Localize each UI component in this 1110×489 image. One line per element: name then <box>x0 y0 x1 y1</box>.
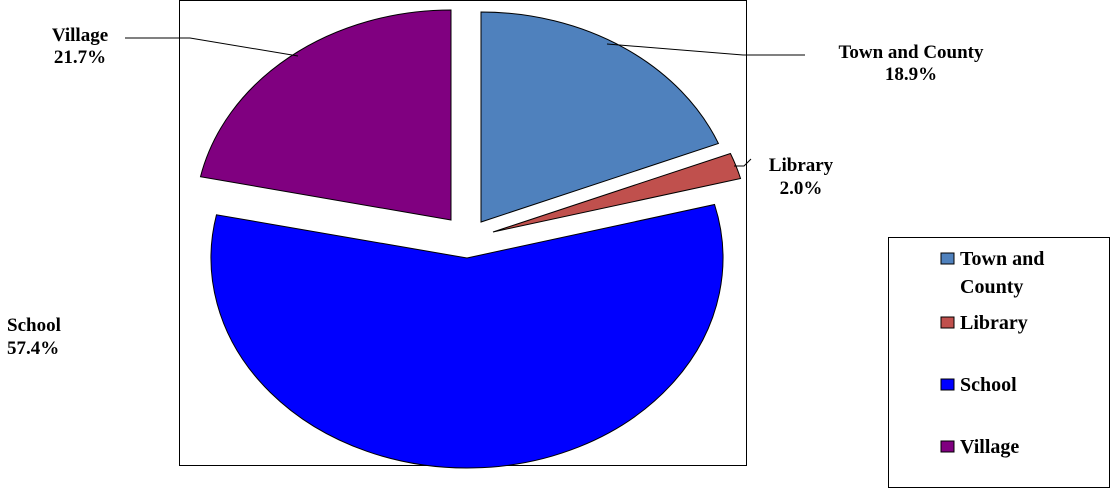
legend-label-library: Library <box>960 312 1028 334</box>
legend: Town and County Library School Village <box>888 237 1110 488</box>
slice-school <box>210 203 724 469</box>
slice-town-and-county <box>480 11 720 223</box>
pie-slices <box>199 9 742 469</box>
legend-label-school: School <box>960 374 1017 396</box>
data-label-village-name: Village <box>52 25 108 46</box>
legend-swatch-library <box>940 316 955 329</box>
legend-swatch-village <box>940 440 955 453</box>
data-label-town-and-county-name: Town and County <box>838 42 984 63</box>
data-labels: Town and County 18.9% Library 2.0% Schoo… <box>7 25 984 359</box>
leader-line-village <box>125 37 299 57</box>
slice-village <box>199 9 452 221</box>
data-label-town-and-county-value: 18.9% <box>885 64 937 85</box>
legend-box <box>888 237 1110 488</box>
legend-swatch-town-and-county <box>940 252 955 265</box>
data-label-village-value: 21.7% <box>54 47 106 68</box>
data-label-school-value: 57.4% <box>7 338 59 359</box>
leader-line-library <box>734 158 752 167</box>
legend-swatch-school <box>940 378 955 391</box>
leader-line-town-and-county <box>606 43 805 56</box>
legend-label-village: Village <box>960 436 1019 458</box>
data-label-school-name: School <box>7 315 61 336</box>
legend-label-town-and-county-line1: Town and <box>960 248 1044 270</box>
data-label-library-value: 2.0% <box>780 178 823 199</box>
leader-lines <box>125 37 805 167</box>
data-label-library-name: Library <box>769 155 834 176</box>
legend-label-town-and-county-line2: County <box>960 276 1023 298</box>
